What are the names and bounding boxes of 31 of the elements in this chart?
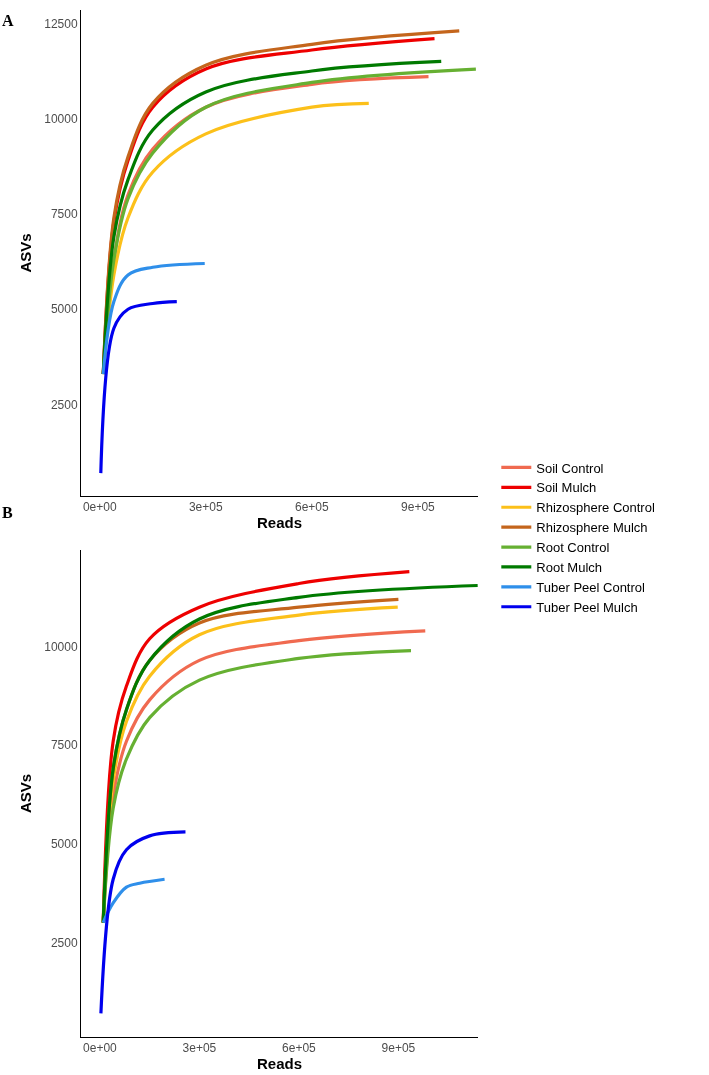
legend-label: Tuber Peel Control bbox=[536, 579, 646, 595]
y-tick-label: 2500 bbox=[50, 935, 78, 950]
x-axis-title: Reads bbox=[256, 1055, 303, 1073]
x-axis-title: Reads bbox=[256, 514, 303, 532]
x-tick-label: 3e+05 bbox=[188, 500, 223, 515]
y-tick-label: 7500 bbox=[50, 738, 78, 753]
legend-label: Rhizosphere Control bbox=[536, 500, 655, 516]
y-tick-label: 5000 bbox=[50, 836, 78, 851]
y-tick-label: 7500 bbox=[50, 207, 78, 222]
x-tick-label: 3e+05 bbox=[182, 1041, 217, 1056]
x-tick-label: 0e+00 bbox=[82, 500, 117, 515]
chart-title: A bbox=[2, 12, 14, 29]
legend-label: Root Control bbox=[536, 540, 610, 556]
legend-label: Rhizosphere Mulch bbox=[536, 520, 648, 536]
chart-title: B bbox=[2, 504, 13, 521]
y-tick-label: 10000 bbox=[44, 639, 78, 654]
x-tick-label: 9e+05 bbox=[401, 500, 436, 515]
legend-label: Soil Mulch bbox=[536, 480, 597, 496]
legend-label: Tuber Peel Mulch bbox=[536, 599, 638, 615]
y-axis-title: ASVs bbox=[17, 233, 35, 273]
y-axis-title: ASVs bbox=[17, 773, 35, 814]
x-tick-label: 9e+05 bbox=[381, 1041, 416, 1056]
legend-label: Root Mulch bbox=[536, 560, 603, 576]
x-tick-label: 6e+05 bbox=[295, 500, 330, 515]
y-tick-label: 2500 bbox=[50, 397, 78, 412]
x-tick-label: 0e+00 bbox=[83, 1041, 118, 1056]
y-tick-label: 10000 bbox=[44, 111, 78, 126]
y-tick-label: 5000 bbox=[50, 302, 78, 317]
y-tick-label: 12500 bbox=[44, 16, 78, 31]
x-tick-label: 6e+05 bbox=[282, 1041, 317, 1056]
legend-label: Soil Control bbox=[536, 460, 604, 476]
